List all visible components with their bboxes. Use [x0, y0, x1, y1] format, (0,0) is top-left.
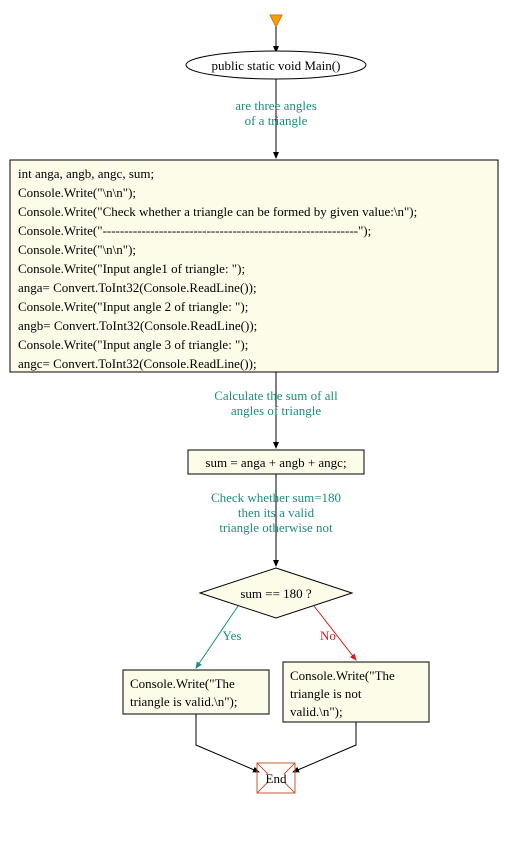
label3-l3: triangle otherwise not [219, 520, 333, 535]
code-l10: angc= Convert.ToInt32(Console.ReadLine()… [18, 356, 257, 371]
sum-text: sum = anga + angb + angc; [205, 455, 346, 470]
flowchart-canvas: public static void Main() are three angl… [0, 0, 508, 849]
label1-l1: are three angles [235, 98, 317, 113]
code-l7: Console.Write("Input angle 2 of triangle… [18, 299, 248, 314]
label3-l1: Check whether sum=180 [211, 490, 341, 505]
label1-l2: of a triangle [245, 113, 308, 128]
code-l4: Console.Write("\n\n"); [18, 242, 136, 257]
code-l3: Console.Write("-------------------------… [18, 223, 371, 238]
code-l1: Console.Write("\n\n"); [18, 185, 136, 200]
code-l0: int anga, angb, angc, sum; [18, 166, 154, 181]
label2-l2: angles of triangle [231, 403, 321, 418]
code-l5: Console.Write("Input angle1 of triangle:… [18, 261, 245, 276]
yes-label: Yes [223, 628, 242, 643]
code-l2: Console.Write("Check whether a triangle … [18, 204, 417, 219]
invalid-l2: triangle is not [290, 686, 362, 701]
edge-invalid-end [293, 722, 356, 772]
code-l9: Console.Write("Input angle 3 of triangle… [18, 337, 248, 352]
invalid-l1: Console.Write("The [290, 668, 395, 683]
invalid-l3: valid.\n"); [290, 704, 343, 719]
end-text: End [266, 771, 287, 786]
valid-l2: triangle is valid.\n"); [130, 694, 237, 709]
label3-l2: then its a valid [238, 505, 315, 520]
label2-l1: Calculate the sum of all [214, 388, 338, 403]
no-label: No [320, 628, 336, 643]
valid-l1: Console.Write("The [130, 676, 235, 691]
decision-text: sum == 180 ? [240, 586, 312, 601]
edge-valid-end [196, 714, 259, 772]
code-l8: angb= Convert.ToInt32(Console.ReadLine()… [18, 318, 257, 333]
main-text: public static void Main() [212, 58, 341, 73]
start-marker [270, 15, 282, 27]
code-l6: anga= Convert.ToInt32(Console.ReadLine()… [18, 280, 257, 295]
